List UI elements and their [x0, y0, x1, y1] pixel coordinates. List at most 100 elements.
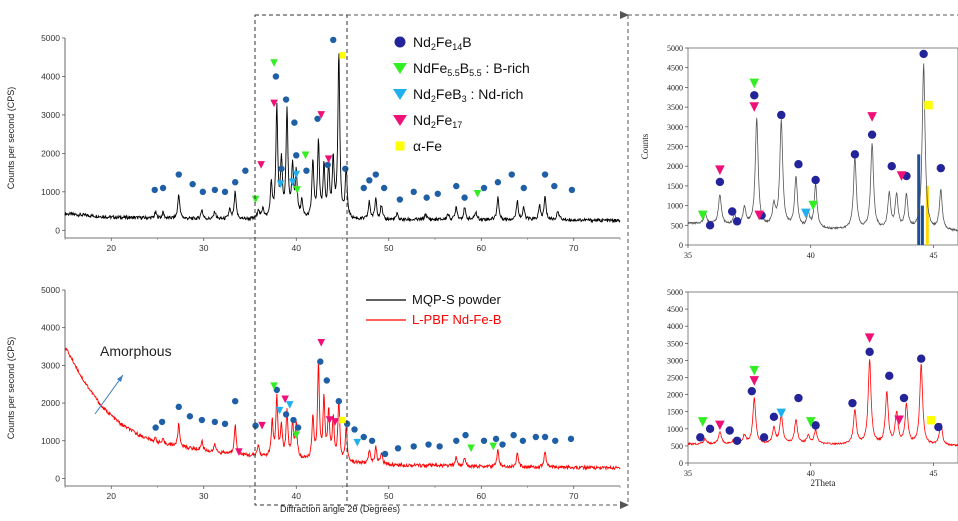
phase-marker-Nd2FeB3 — [801, 208, 811, 219]
phase-marker-Nd2Fe17 — [317, 111, 326, 119]
phase-marker-NdFe5.5B5.5 — [292, 431, 301, 439]
phase-marker-Nd2Fe14B — [887, 162, 896, 171]
legend-label-Nd2FeB3: Nd2FeB3 : Nd-rich — [413, 86, 523, 104]
phase-marker-Nd2Fe14B — [811, 175, 820, 185]
phase-marker-Nd2Fe14B — [499, 441, 506, 448]
reference-bar — [925, 185, 929, 245]
phase-marker-Nd2Fe17 — [324, 155, 333, 163]
legend-marker-Nd2Fe17 — [393, 115, 407, 126]
y-tick-label: 4500 — [667, 64, 683, 73]
phase-marker-Nd2Fe17 — [281, 395, 289, 404]
phase-marker-alpha-Fe — [339, 52, 346, 59]
phase-marker-Nd2Fe14B — [462, 431, 469, 439]
phase-marker-Nd2Fe14B — [380, 184, 388, 192]
phase-marker-Nd2Fe17 — [749, 376, 760, 386]
legend-label-alpha-Fe: α-Fe — [413, 138, 442, 154]
legend-marker-alpha-Fe — [395, 141, 405, 151]
phase-marker-Nd2Fe14B — [936, 163, 946, 173]
x-tick-label: 50 — [384, 491, 394, 501]
phase-marker-Nd2Fe14B — [916, 354, 926, 363]
phase-marker-Nd2Fe14B — [705, 424, 715, 433]
phase-marker-NdFe5.5B5.5 — [473, 189, 482, 198]
phase-marker-Nd2Fe14B — [725, 426, 734, 435]
phase-marker-Nd2Fe14B — [453, 437, 460, 444]
phase-marker-Nd2FeB3 — [275, 406, 284, 415]
phase-marker-Nd2Fe17 — [864, 333, 875, 343]
phase-marker-Nd2Fe14B — [480, 184, 488, 192]
legend-label-part: Nd — [413, 86, 431, 102]
phase-marker-Nd2Fe14B — [434, 190, 441, 197]
legend-marker-Nd2FeB3 — [393, 89, 407, 100]
arrowhead-icon — [620, 501, 629, 509]
legend-label-suffix: : Nd-rich — [467, 86, 524, 102]
phase-marker-Nd2Fe14B — [885, 371, 894, 380]
panel-top-right: 0 500 1000 1500 2000 2500 3000 3500 4000 4500 5000… — [640, 44, 958, 260]
phase-marker-Nd2Fe14B — [294, 424, 302, 431]
phase-marker-Nd2Fe14B — [551, 182, 558, 190]
phase-marker-Nd2Fe14B — [151, 186, 158, 194]
phase-marker-Nd2Fe14B — [425, 441, 432, 448]
phase-marker-NdFe5.5B5.5 — [251, 195, 260, 204]
phase-marker-Nd2Fe14B — [461, 194, 468, 201]
phase-marker-Nd2Fe14B — [519, 437, 527, 444]
y-tick-label: 2000 — [41, 148, 60, 158]
x-tick-label: 40 — [807, 469, 815, 478]
phase-marker-NdFe5.5B5.5 — [697, 210, 708, 221]
phase-marker-Nd2Fe14B — [342, 165, 349, 172]
phase-marker-Nd2Fe17 — [749, 102, 760, 112]
phase-marker-NdFe5.5B5.5 — [805, 417, 816, 427]
phase-marker-NdFe5.5B5.5 — [489, 442, 498, 451]
legend-label-part: 3 — [462, 94, 467, 104]
reference-bar — [917, 154, 921, 245]
y-tick-label: 1000 — [667, 425, 683, 434]
phase-marker-Nd2Fe14B — [366, 177, 373, 184]
phase-marker-Nd2Fe14B — [552, 437, 559, 444]
phase-marker-Nd2Fe14B — [453, 182, 460, 190]
legend-label-part: B — [462, 34, 471, 50]
legend-label-suffix: : B-rich — [482, 60, 530, 76]
x-tick-label: 35 — [684, 469, 692, 478]
phase-marker-Nd2Fe14B — [899, 393, 909, 403]
phase-marker-Nd2Fe14B — [396, 196, 404, 203]
plot-frame — [687, 291, 958, 464]
phase-marker-alpha-Fe — [924, 100, 933, 110]
phase-marker-Nd2Fe14B — [394, 445, 402, 452]
phase-marker-Nd2Fe14B — [314, 115, 321, 122]
phase-marker-Nd2Fe14B — [290, 416, 297, 424]
phase-marker-alpha-Fe — [926, 416, 936, 425]
phase-marker-Nd2Fe14B — [252, 422, 259, 429]
legend-label-part: 5.5 — [469, 68, 482, 78]
phase-marker-Nd2Fe17 — [270, 99, 278, 108]
legend-label-part: 5.5 — [447, 68, 460, 78]
x-tick-label: 45 — [929, 469, 937, 478]
phase-marker-Nd2Fe14B — [769, 412, 779, 422]
phase-marker-Nd2Fe17 — [317, 338, 326, 347]
legend-label-part: 17 — [452, 120, 462, 130]
x-axis-title: Diffraction angle 2θ (Degrees) — [280, 504, 400, 514]
phase-marker-Nd2Fe14B — [335, 397, 342, 405]
phase-marker-Nd2FeB3 — [276, 180, 285, 188]
y-tick-label: 2000 — [667, 391, 683, 400]
y-tick-label: 3500 — [667, 339, 683, 348]
phase-marker-Nd2Fe14B — [541, 171, 549, 178]
phase-marker-Nd2Fe17 — [715, 165, 725, 175]
phase-marker-Nd2Fe14B — [278, 165, 285, 172]
y-tick-label: 5000 — [667, 44, 683, 53]
x-tick-label: 40 — [292, 243, 302, 253]
phase-marker-Nd2Fe17 — [258, 421, 266, 430]
y-tick-label: 4000 — [667, 322, 683, 331]
phase-marker-Nd2Fe14B — [811, 421, 820, 430]
phase-marker-Nd2Fe14B — [732, 436, 742, 445]
legend-label-NdFe5.5B5.5: NdFe5.5B5.5 : B-rich — [413, 60, 530, 78]
series-line — [64, 53, 621, 224]
phase-marker-Nd2Fe14B — [211, 418, 219, 426]
phase-marker-Nd2Fe14B — [291, 119, 298, 126]
y-tick-label: 3500 — [667, 103, 683, 112]
phase-marker-Nd2Fe17 — [715, 420, 725, 431]
phase-marker-Nd2Fe14B — [221, 188, 229, 196]
phase-marker-Nd2Fe14B — [303, 167, 310, 174]
y-tick-label: 4000 — [667, 83, 683, 92]
x-tick-label: 45 — [929, 251, 937, 260]
phase-marker-Nd2Fe14B — [934, 422, 943, 432]
phase-marker-Nd2Fe14B — [324, 161, 331, 169]
